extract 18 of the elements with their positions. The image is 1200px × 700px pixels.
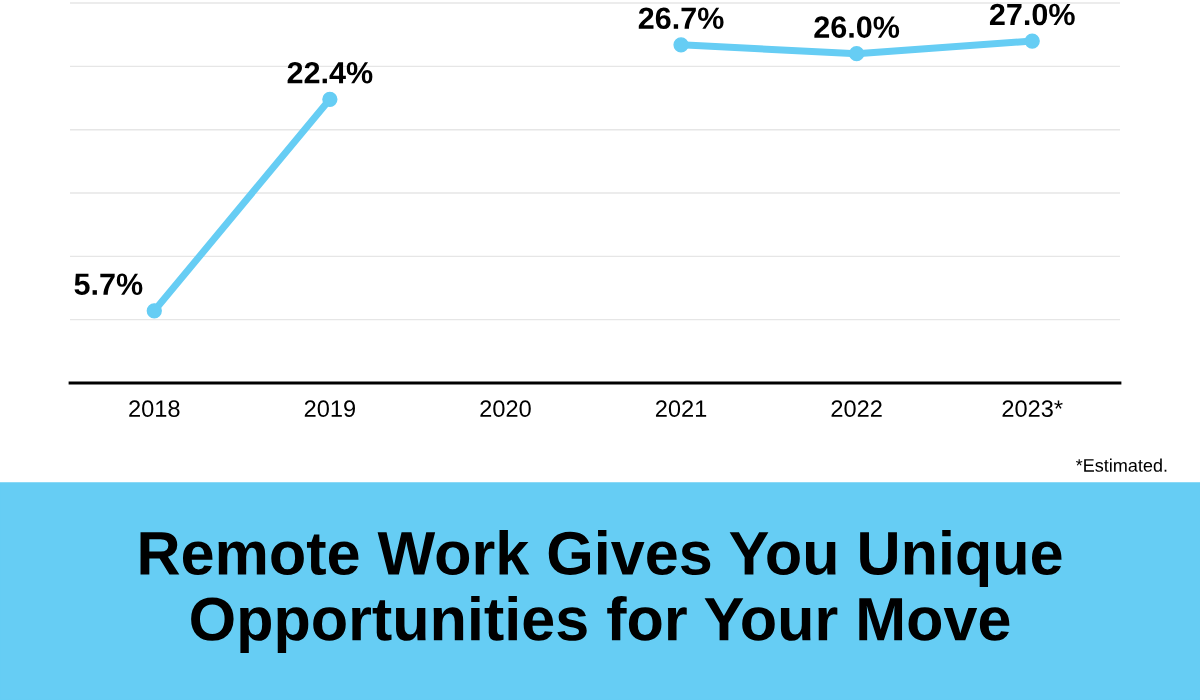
text: *Estimated.: [1075, 458, 1167, 472]
x-tick-label: 2021: [655, 400, 707, 418]
x-tick-label: 2022: [831, 400, 882, 418]
x-tick-label: 2018: [129, 400, 180, 418]
text: Remote Work Gives You Unique Opportunities for Your Move: [140, 530, 1062, 653]
x-tick-label: 2019: [304, 400, 356, 418]
point: [1024, 33, 1040, 49]
point: [673, 37, 689, 53]
point: [848, 46, 865, 62]
x-tick-label: 2023*: [1002, 400, 1063, 418]
x-tick-label: 2020: [480, 400, 531, 418]
data-label: 27.0%: [989, 3, 1075, 26]
data-label: 26.0%: [814, 16, 900, 38]
point: [322, 91, 338, 107]
point: [146, 303, 162, 319]
data-label: 5.7%: [74, 273, 143, 296]
data-label: 22.4%: [287, 61, 373, 84]
data-label: 26.7%: [638, 7, 724, 30]
